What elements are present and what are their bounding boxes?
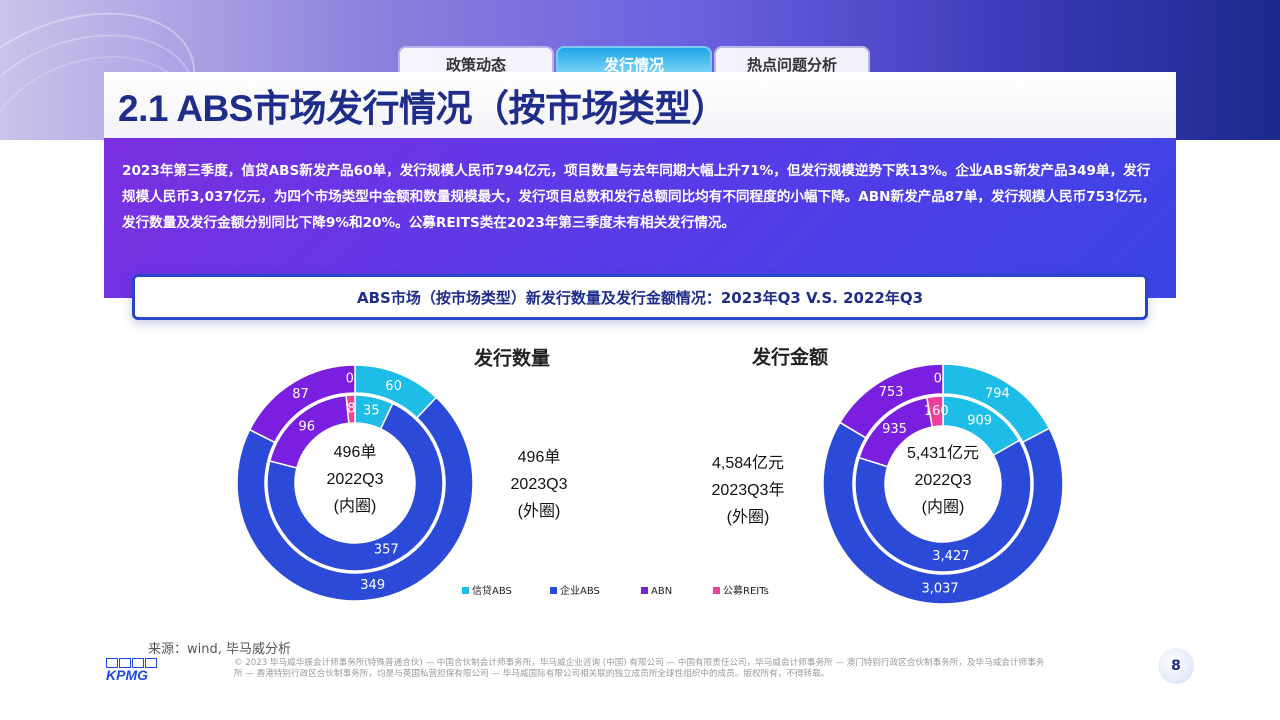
legend-swatch (550, 587, 557, 594)
data-label-inner-0: 35 (363, 403, 380, 418)
legend-swatch (462, 587, 469, 594)
data-label-outer-0: 794 (985, 387, 1010, 402)
center-label-line: 2022Q3 (327, 471, 384, 488)
side-label-line: 2023Q3年 (712, 481, 785, 499)
side-label-line: (外圈) (518, 502, 561, 520)
chart-title: 发行数量 (473, 347, 550, 370)
kpmg-logo: KPMG (106, 658, 158, 682)
data-label-inner-3: 8 (347, 402, 355, 417)
data-label-outer-2: 753 (879, 385, 904, 400)
side-label-line: (外圈) (727, 508, 770, 526)
donut-slice-inner-3 (925, 395, 944, 428)
summary-panel: 2023年第三季度，信贷ABS新发产品60单，发行规模人民币794亿元，项目数量… (104, 138, 1176, 298)
page-number: 8 (1158, 648, 1194, 684)
data-label-inner-0: 909 (967, 413, 992, 428)
data-label-inner-2: 96 (299, 419, 316, 434)
data-label-outer-3: 0 (934, 372, 942, 387)
center-label-line: 2022Q3 (915, 472, 972, 489)
summary-text: 2023年第三季度，信贷ABS新发产品60单，发行规模人民币794亿元，项目数量… (122, 163, 1156, 231)
donut-slice-outer-2 (838, 363, 944, 439)
source-note: 来源：wind, 毕马威分析 (148, 642, 292, 657)
chart-title: 发行金额 (751, 346, 828, 369)
donut-slice-outer-1 (236, 396, 474, 602)
chart-section-title: ABS市场（按市场类型）新发行数量及发行金额情况：2023年Q3 V.S. 20… (132, 274, 1148, 320)
legend-label: 信贷ABS (472, 584, 512, 597)
donut-slice-outer-2 (248, 364, 356, 444)
donut-hole (886, 427, 1000, 541)
data-label-inner-3: 160 (924, 404, 949, 419)
donut-slice-outer-1 (822, 421, 1064, 605)
legend-label: 企业ABS (560, 584, 600, 597)
data-label-inner-1: 357 (374, 543, 399, 558)
title-bar: 2.1 ABS市场发行情况（按市场类型） (104, 72, 1176, 138)
data-label-inner-1: 3,427 (932, 549, 969, 564)
data-label-outer-2: 87 (292, 387, 309, 402)
donut-slice-inner-3 (345, 394, 356, 425)
donut-slice-inner-1 (266, 402, 444, 572)
data-label-outer-1: 3,037 (921, 581, 958, 596)
legend-label: ABN (651, 586, 672, 597)
legend-swatch (641, 587, 648, 594)
donut-hole (296, 424, 414, 542)
data-label-outer-1: 349 (360, 578, 385, 593)
legend-swatch (713, 587, 720, 594)
legend-label: 公募REITs (723, 584, 769, 597)
data-label-outer-3: 0 (346, 372, 354, 387)
footer-note: © 2023 毕马威华振会计师事务所(特殊普通合伙) — 中国合伙制会计师事务所… (234, 658, 1045, 679)
logo-text: KPMG (106, 667, 148, 683)
center-label-line: 5,431亿元 (907, 444, 979, 462)
donut-slice-inner-1 (854, 439, 1032, 573)
data-label-outer-0: 60 (385, 379, 402, 394)
center-label-line: 496单 (334, 443, 377, 461)
page-title: 2.1 ABS市场发行情况（按市场类型） (118, 88, 728, 129)
center-label-line: (内圈) (922, 498, 965, 516)
center-label-line: (内圈) (334, 497, 377, 515)
side-label-line: 4,584亿元 (712, 454, 784, 472)
side-label-line: 496单 (518, 448, 561, 466)
data-label-inner-2: 935 (882, 422, 907, 437)
side-label-line: 2023Q3 (511, 476, 568, 493)
